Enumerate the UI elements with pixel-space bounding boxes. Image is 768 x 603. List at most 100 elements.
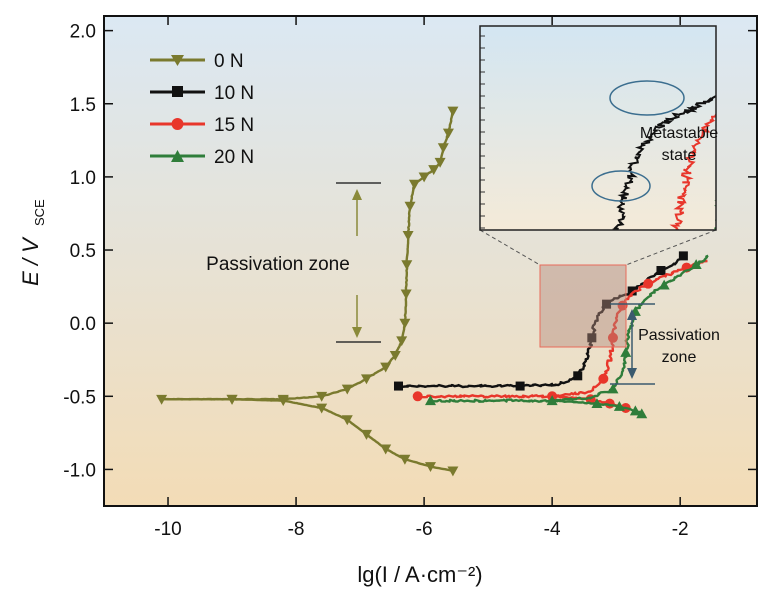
legend-marker-0n [171,55,184,66]
data-point [636,408,648,419]
inset-label-state: state [662,147,697,164]
inset-series-line [612,92,716,230]
data-point [389,350,401,361]
data-point [341,415,353,426]
legend-label-10n: 10 N [214,83,254,104]
x-tick-label: -6 [416,519,433,540]
data-point [399,454,411,465]
data-point [412,391,423,402]
passivation-annotation-left: Passivation zone [206,182,381,343]
data-point [573,371,583,381]
data-point [447,106,459,117]
inset-plot: Metastable state [479,25,718,231]
plot-frame [103,15,758,507]
metastable-ellipse-upper [609,80,685,116]
zoom-connector-left [479,229,541,266]
data-point [607,332,618,343]
data-point [425,395,436,406]
x-tick-label: -4 [544,519,561,540]
legend-marker-20n [171,150,184,162]
data-point [408,179,420,190]
legend-label-20n: 20 N [214,147,254,168]
data-point [515,381,525,391]
legend-label-15n: 15 N [214,115,254,136]
y-tick-label: 1.5 [70,95,96,116]
metastable-ellipse-lower [591,170,651,202]
legend-item-20n: 20 N [150,147,254,168]
data-point [316,403,328,414]
y-axis-title-main: E / V [18,236,43,286]
arrow-up-head [352,189,362,200]
inset-series-line [669,112,716,230]
data-point [607,383,619,394]
y-tick-label: 0.5 [70,241,96,262]
data-point [418,172,430,183]
zoom-region [539,264,627,348]
x-axis-title: lg(I / A·cm⁻²) [357,562,482,587]
series-0n [156,106,459,477]
inset-ticks [480,35,485,229]
data-point [402,231,414,241]
data-point [360,429,372,440]
passivation-zone-label-left: Passivation zone [206,254,350,275]
data-point [656,266,666,276]
legend-item-15n: 15 N [150,115,254,136]
legend-item-10n: 10 N [150,83,254,104]
passivation-zone-label-right-2: zone [662,349,697,366]
data-point [591,398,603,409]
y-axis-title-sub: SCE [32,199,47,226]
zoom-connector-right [625,229,717,266]
y-tick-label: 0.0 [70,314,96,335]
data-point [428,165,440,176]
series-20n [425,254,709,419]
data-point [393,381,403,391]
legend-label-0n: 0 N [214,51,244,72]
x-tick-label: -10 [154,519,181,540]
y-axis-title: E / V SCE [18,199,47,286]
data-point [617,300,628,311]
y-tick-label: -1.0 [63,460,96,481]
data-point [399,318,411,329]
passivation-zone-label-right-1: Passivation [638,327,720,344]
data-point [643,278,654,289]
arrow-right-head-up [627,309,637,320]
y-tick-label: 2.0 [70,22,96,43]
data-point [341,384,353,395]
x-tick-label: -2 [672,519,689,540]
data-point [380,444,392,455]
inset-frame [479,25,717,231]
y-tick-label: 1.0 [70,168,96,189]
legend-item-0n: 0 N [150,51,244,72]
data-point [678,251,688,261]
y-tick-label: -0.5 [63,387,96,408]
legend: 0 N 10 N 15 N 20 N [150,51,254,168]
data-point [437,143,449,154]
data-point [613,401,625,411]
data-point [425,462,436,473]
legend-marker-10n [172,86,183,97]
data-point [434,157,446,168]
data-point [401,260,413,271]
data-point [360,374,372,385]
series-layer [156,106,709,477]
x-tick-label: -8 [288,519,305,540]
axis-ticks: -10 -8 -6 -4 -2 -1.0 -0.5 0.0 0.5 1.0 1.5 2.0 [63,16,757,540]
legend-marker-15n [171,118,184,130]
passivation-annotation-right: Passivation zone [610,303,720,385]
data-point [587,333,597,343]
data-point [316,391,328,402]
series-10n [393,251,688,391]
data-point [629,405,641,416]
data-point [690,259,702,270]
data-point [404,201,416,212]
data-point [156,394,168,405]
data-point [442,128,454,139]
arrow-right-head-down [627,368,637,379]
data-point [447,466,459,477]
data-point [602,299,612,309]
data-point [620,346,632,357]
data-point [658,279,670,290]
arrow-down-head [352,327,362,338]
data-point [396,336,408,347]
data-point [226,394,238,405]
